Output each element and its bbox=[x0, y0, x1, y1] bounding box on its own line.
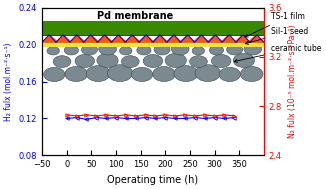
Y-axis label: H₂ fulx (mol.m⁻²·s⁻¹): H₂ fulx (mol.m⁻²·s⁻¹) bbox=[4, 42, 13, 121]
X-axis label: Operating time (h): Operating time (h) bbox=[108, 175, 199, 185]
Y-axis label: N₂ fulx (10⁻⁹ mol.m⁻²·s⁻¹Pa⁻¹): N₂ fulx (10⁻⁹ mol.m⁻²·s⁻¹Pa⁻¹) bbox=[288, 25, 297, 138]
